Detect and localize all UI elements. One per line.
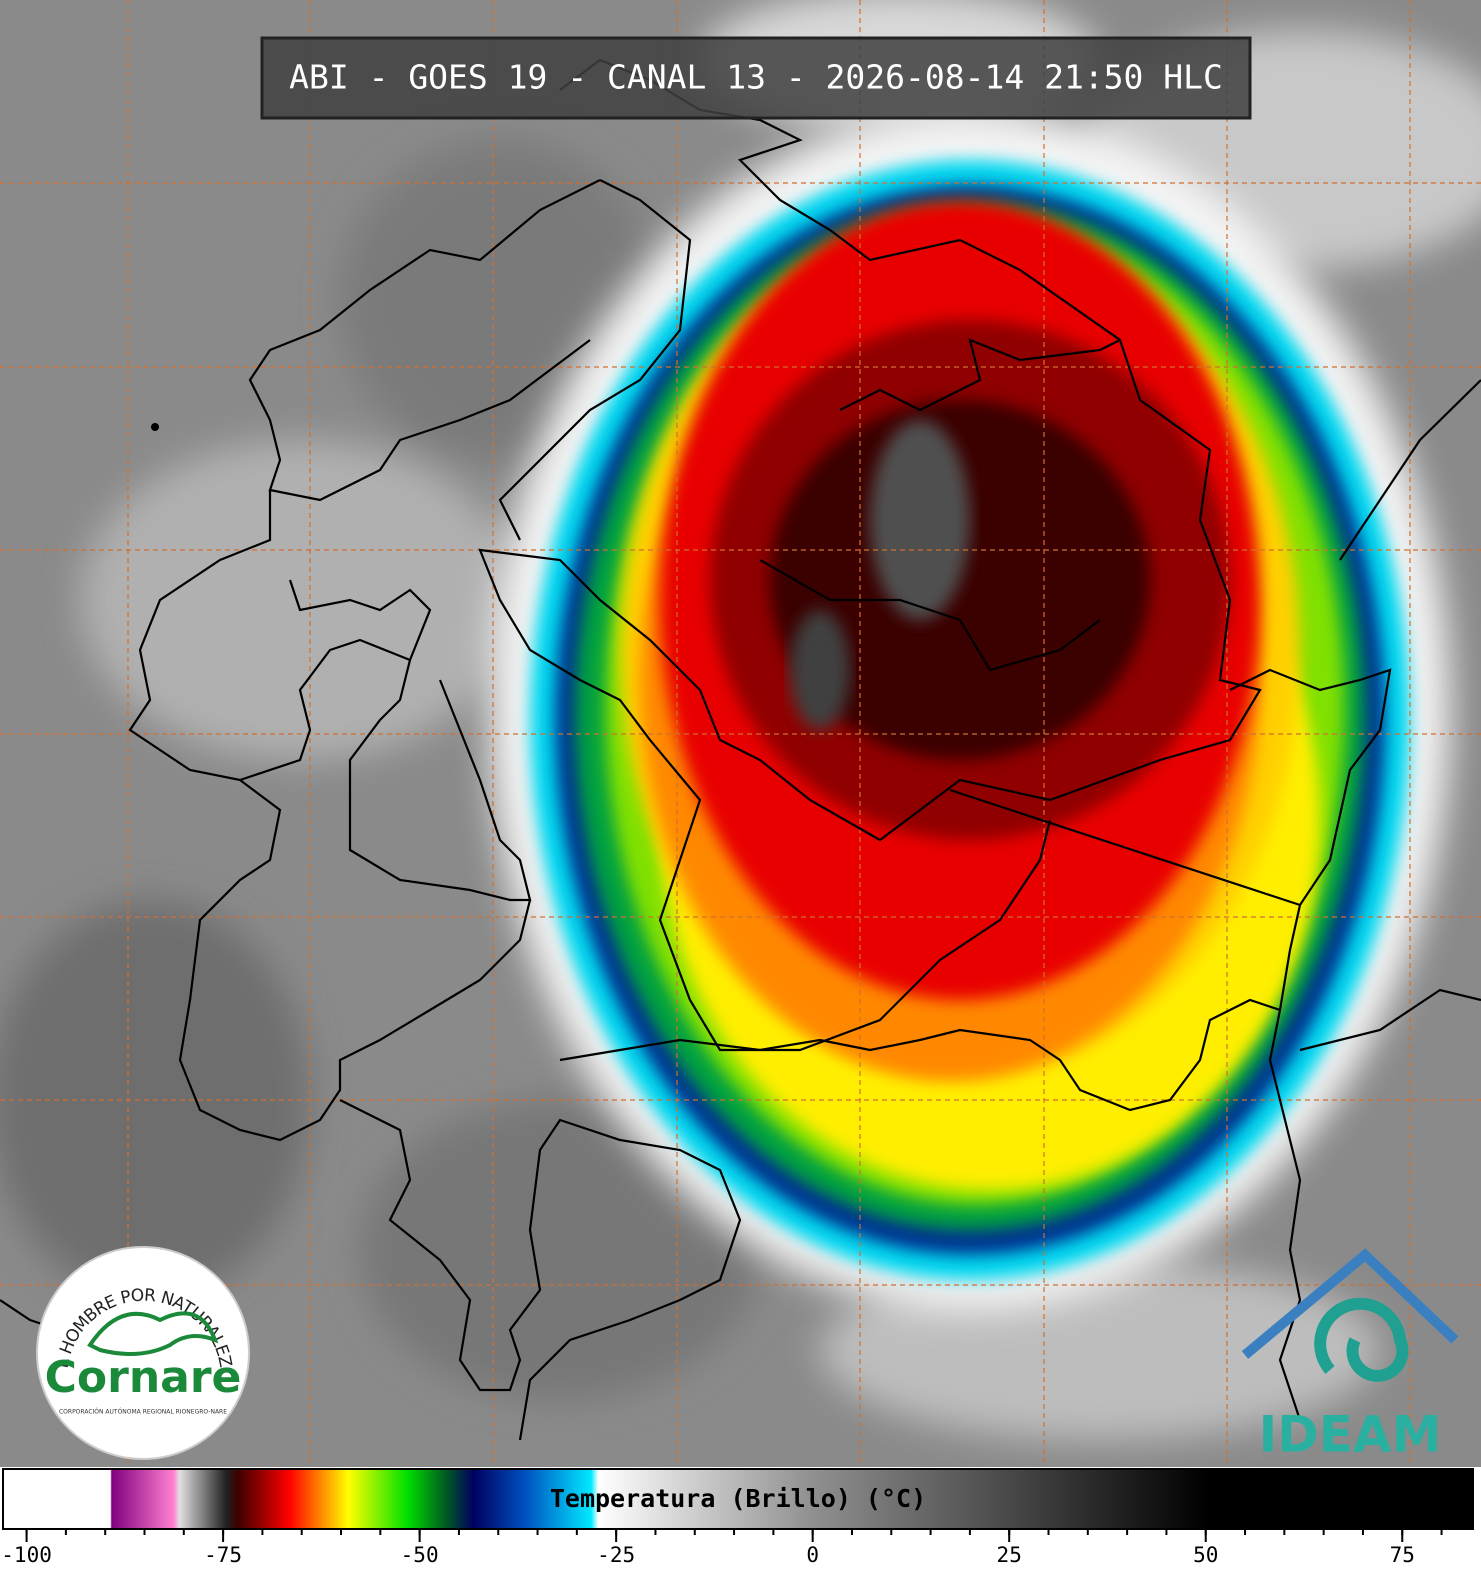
tick-label: -75 — [204, 1543, 242, 1567]
title: ABI - GOES 19 - CANAL 13 - 2026-08-14 21… — [289, 58, 1223, 97]
tick-label: -50 — [401, 1543, 439, 1567]
ideam-name: IDEAM — [1259, 1406, 1442, 1464]
municipal-boundaries — [0, 58, 1481, 1441]
cornare-name: Cornare — [45, 1352, 242, 1403]
colorbar: Temperatura (Brillo) (°C) — [2, 1468, 1474, 1530]
tick-label: -100 — [1, 1543, 52, 1567]
town-marker — [151, 423, 159, 431]
tick-label: -25 — [597, 1543, 635, 1567]
storm-cell — [490, 110, 1450, 1310]
tick-label: 25 — [997, 1543, 1022, 1567]
title-box: ABI - GOES 19 - CANAL 13 - 2026-08-14 21… — [260, 36, 1252, 120]
cornare-subtitle: CORPORACIÓN AUTÓNOMA REGIONAL RIONEGRO-N… — [59, 1409, 227, 1416]
colorbar-gradient — [2, 1468, 1474, 1530]
lat-lon-grid — [0, 0, 1481, 1467]
tick-label: 50 — [1193, 1543, 1218, 1567]
colorbar-label: Temperatura (Brillo) (°C) — [550, 1484, 926, 1513]
ideam-logo: IDEAM — [1241, 1248, 1459, 1464]
tick-label: 0 — [806, 1543, 819, 1567]
tick-label: 75 — [1390, 1543, 1415, 1567]
